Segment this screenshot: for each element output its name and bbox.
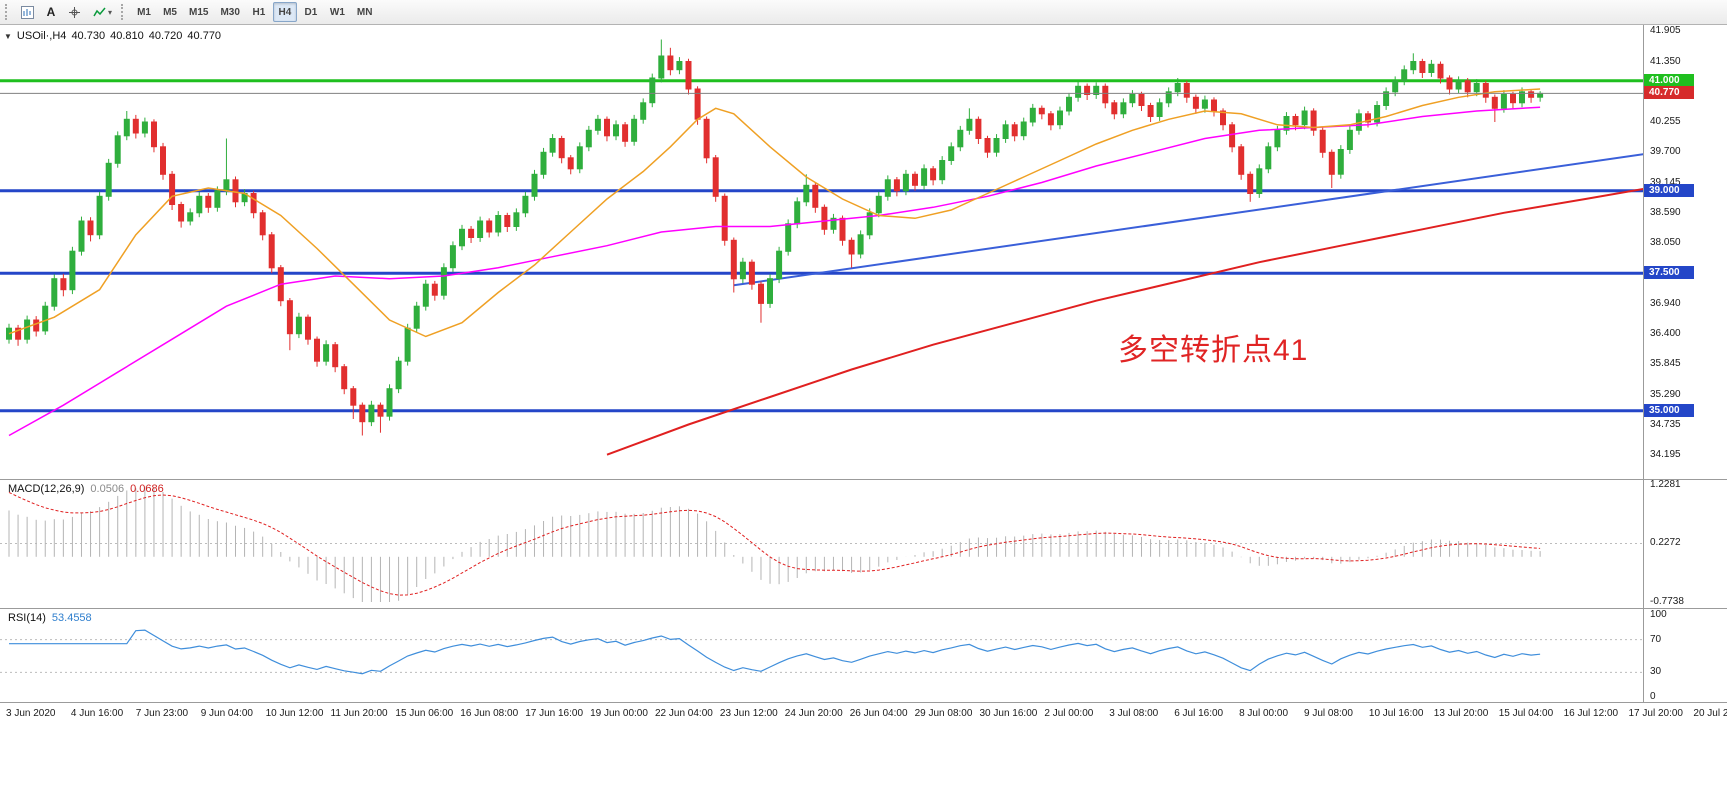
rsi-panel[interactable]: RSI(14) 53.4558 bbox=[0, 608, 1727, 702]
candles bbox=[6, 39, 1544, 436]
annotation-text: 多空转折点41 bbox=[1118, 334, 1309, 367]
time-axis[interactable]: 3 Jun 2020 4 Jun 16:00 7 Jun 23:00 9 Jun 04… bbox=[0, 702, 1727, 726]
time-axis-label: 7 Jun 23:00 bbox=[135, 708, 189, 719]
time-axis-label: 22 Jun 04:00 bbox=[655, 708, 713, 719]
autoscroll-button[interactable]: A bbox=[41, 2, 61, 22]
ohlc-close: 40.770 bbox=[187, 30, 222, 42]
indicators-dropdown-button[interactable]: ▾ bbox=[88, 2, 117, 22]
time-axis-label: 9 Jun 04:00 bbox=[200, 708, 253, 719]
time-axis-label: 30 Jun 16:00 bbox=[979, 708, 1038, 719]
ohlc-open: 40.730 bbox=[71, 30, 106, 42]
timeframe-h1[interactable]: H1 bbox=[247, 2, 271, 22]
ma-slow-magenta bbox=[8, 106, 1541, 437]
timeframe-w1[interactable]: W1 bbox=[325, 2, 350, 22]
macd-value-signal: 0.0686 bbox=[130, 483, 164, 495]
time-axis-label: 19 Jun 00:00 bbox=[590, 708, 648, 719]
macd-panel[interactable]: MACD(12,26,9) 0.0506 0.0686 bbox=[0, 479, 1727, 608]
macd-signal-line bbox=[8, 491, 1541, 596]
bar-chart-icon bbox=[21, 5, 34, 19]
time-axis-label: 13 Jul 20:00 bbox=[1433, 708, 1489, 719]
timeframe-group: M1 M5 M15 M30 H1 H4 D1 W1 MN bbox=[132, 2, 377, 22]
time-axis-label: 11 Jun 20:00 bbox=[330, 708, 388, 719]
chart-title: ▼ USOil·,H4 40.730 40.810 40.720 40.770 bbox=[4, 30, 226, 42]
ohlc-low: 40.720 bbox=[148, 30, 183, 42]
ohlc-high: 40.810 bbox=[110, 30, 144, 42]
timeframe-m1[interactable]: M1 bbox=[132, 2, 156, 22]
ma-fast-orange bbox=[8, 88, 1541, 338]
time-axis-label: 15 Jun 06:00 bbox=[395, 708, 454, 719]
time-axis-label: 16 Jul 12:00 bbox=[1563, 708, 1619, 719]
macd-value-main: 0.0506 bbox=[90, 483, 125, 495]
macd-name: MACD(12,26,9) bbox=[8, 483, 85, 495]
timeframe-m30[interactable]: M30 bbox=[215, 2, 244, 22]
timeframe-d1[interactable]: D1 bbox=[299, 2, 323, 22]
bar-chart-icon-button[interactable] bbox=[16, 2, 39, 22]
timeframe-m5[interactable]: M5 bbox=[158, 2, 182, 22]
macd-label: MACD(12,26,9) 0.0506 0.0686 bbox=[8, 483, 164, 495]
rsi-name: RSI(14) bbox=[8, 612, 46, 624]
rsi-value: 53.4558 bbox=[51, 612, 92, 624]
axis-separator bbox=[1643, 25, 1644, 702]
time-axis-label: 29 Jun 08:00 bbox=[914, 708, 973, 719]
crosshair-icon-button[interactable] bbox=[63, 2, 86, 22]
time-axis-label: 9 Jul 08:00 bbox=[1304, 708, 1353, 719]
trendline[interactable] bbox=[733, 153, 1643, 287]
toolbar-drag-handle[interactable] bbox=[5, 4, 9, 20]
collapse-triangle-icon[interactable]: ▼ bbox=[4, 32, 12, 41]
macd-chart[interactable] bbox=[0, 480, 1643, 608]
time-axis-label: 24 Jun 20:00 bbox=[784, 708, 843, 719]
rsi-line bbox=[9, 629, 1541, 675]
rsi-chart[interactable] bbox=[0, 609, 1643, 702]
ma-long-red bbox=[606, 188, 1643, 456]
indicator-zigzag-icon bbox=[93, 7, 106, 16]
time-axis-label: 15 Jul 04:00 bbox=[1498, 708, 1554, 719]
time-axis-label: 10 Jun 12:00 bbox=[265, 708, 324, 719]
toolbar: A ▾ M1 M5 M15 M30 H1 H4 D1 W1 MN bbox=[0, 0, 1727, 25]
time-axis-label: 26 Jun 04:00 bbox=[849, 708, 908, 719]
main-chart-panel[interactable]: ▼ USOil·,H4 40.730 40.810 40.720 40.770 多空转折点… bbox=[0, 25, 1727, 479]
time-axis-label: 16 Jun 08:00 bbox=[460, 708, 519, 719]
timeframe-mn[interactable]: MN bbox=[352, 2, 378, 22]
toolbar-drag-handle-2[interactable] bbox=[121, 4, 125, 20]
rsi-label: RSI(14) 53.4558 bbox=[8, 612, 92, 624]
time-axis-label: 17 Jul 20:00 bbox=[1628, 708, 1684, 719]
time-axis-label: 3 Jun 2020 bbox=[6, 708, 56, 719]
candlestick-chart[interactable] bbox=[0, 25, 1643, 479]
timeframe-m15[interactable]: M15 bbox=[184, 2, 213, 22]
time-axis-label: 8 Jul 00:00 bbox=[1239, 708, 1289, 719]
crosshair-icon bbox=[69, 6, 80, 18]
chevron-down-icon: ▾ bbox=[108, 7, 113, 17]
time-axis-label: 6 Jul 16:00 bbox=[1174, 708, 1224, 719]
time-axis-label: 3 Jul 08:00 bbox=[1109, 708, 1159, 719]
time-axis-label: 20 Jul 22:00 bbox=[1693, 708, 1727, 719]
symbol-label: USOil·,H4 bbox=[16, 30, 67, 42]
time-axis-label: 2 Jul 00:00 bbox=[1044, 708, 1094, 719]
time-axis-label: 23 Jun 12:00 bbox=[719, 708, 778, 719]
macd-histogram bbox=[8, 486, 1541, 602]
timeframe-h4[interactable]: H4 bbox=[272, 2, 297, 22]
time-axis-label: 17 Jun 16:00 bbox=[525, 708, 584, 719]
time-axis-label: 10 Jul 16:00 bbox=[1368, 708, 1424, 719]
time-axis-label: 4 Jun 16:00 bbox=[70, 708, 124, 719]
